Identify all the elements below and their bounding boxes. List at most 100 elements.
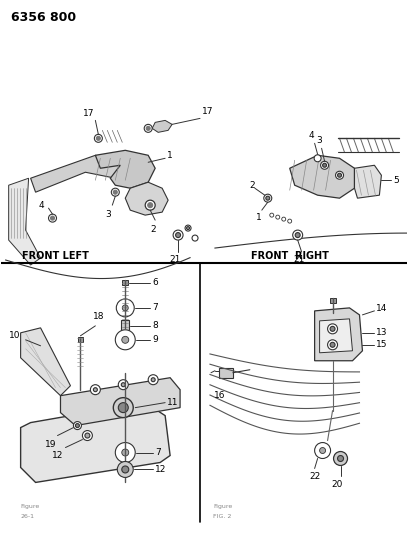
Text: 19: 19 — [45, 440, 56, 449]
FancyBboxPatch shape — [121, 320, 129, 332]
Text: 17: 17 — [83, 109, 94, 118]
Text: 26-1: 26-1 — [21, 514, 35, 519]
Circle shape — [75, 424, 80, 427]
Circle shape — [151, 378, 155, 382]
FancyBboxPatch shape — [122, 280, 128, 286]
Circle shape — [146, 126, 150, 131]
Text: 4: 4 — [309, 131, 315, 140]
Text: 6356 800: 6356 800 — [11, 11, 76, 23]
Text: 11: 11 — [167, 398, 179, 407]
Text: 7: 7 — [152, 303, 158, 312]
Text: 16: 16 — [214, 391, 226, 400]
Text: 15: 15 — [377, 340, 388, 349]
Circle shape — [111, 188, 119, 196]
Circle shape — [94, 134, 102, 142]
Text: 12: 12 — [155, 465, 166, 474]
Text: 20: 20 — [332, 480, 343, 489]
Circle shape — [73, 422, 82, 430]
Circle shape — [330, 326, 335, 332]
Circle shape — [328, 340, 337, 350]
Text: 1: 1 — [167, 151, 173, 160]
Circle shape — [270, 213, 274, 217]
Circle shape — [192, 235, 198, 241]
Circle shape — [148, 375, 158, 385]
FancyBboxPatch shape — [78, 337, 83, 342]
Text: 21: 21 — [169, 255, 181, 264]
Circle shape — [288, 219, 292, 223]
Circle shape — [330, 342, 335, 348]
Text: 5: 5 — [393, 176, 399, 185]
Text: 17: 17 — [202, 107, 213, 116]
FancyBboxPatch shape — [330, 298, 335, 303]
Text: 22: 22 — [309, 472, 320, 481]
Circle shape — [314, 155, 321, 162]
Circle shape — [117, 462, 133, 478]
Circle shape — [49, 214, 56, 222]
Circle shape — [116, 299, 134, 317]
Circle shape — [186, 227, 190, 230]
Circle shape — [315, 442, 330, 458]
Text: 1: 1 — [256, 213, 262, 222]
Text: 12: 12 — [52, 450, 63, 459]
Text: 21: 21 — [293, 255, 304, 264]
Circle shape — [96, 136, 100, 140]
Circle shape — [145, 200, 155, 210]
Circle shape — [93, 387, 98, 392]
Circle shape — [122, 466, 129, 473]
Circle shape — [293, 230, 303, 240]
Circle shape — [115, 442, 135, 463]
Text: 8: 8 — [152, 321, 158, 330]
Text: 3: 3 — [317, 136, 322, 146]
Text: 18: 18 — [93, 312, 105, 321]
Circle shape — [328, 324, 337, 334]
Circle shape — [337, 456, 344, 462]
Text: 2: 2 — [151, 225, 156, 234]
Text: 13: 13 — [377, 328, 388, 337]
Text: 2: 2 — [249, 181, 255, 190]
Circle shape — [295, 232, 300, 238]
Circle shape — [148, 203, 153, 208]
Polygon shape — [95, 150, 155, 188]
Circle shape — [113, 190, 117, 194]
Polygon shape — [355, 165, 381, 198]
Circle shape — [144, 124, 152, 132]
Polygon shape — [319, 319, 353, 353]
Circle shape — [335, 171, 344, 179]
Polygon shape — [21, 328, 71, 395]
Polygon shape — [60, 378, 180, 425]
Text: 10: 10 — [9, 332, 21, 340]
Circle shape — [173, 230, 183, 240]
Circle shape — [118, 379, 128, 390]
Polygon shape — [9, 178, 40, 265]
Circle shape — [282, 217, 286, 221]
Circle shape — [113, 398, 133, 417]
FancyBboxPatch shape — [219, 368, 233, 378]
Circle shape — [51, 216, 55, 220]
Circle shape — [91, 385, 100, 394]
Circle shape — [264, 194, 272, 202]
Circle shape — [337, 173, 341, 177]
Circle shape — [122, 336, 129, 343]
Text: 6: 6 — [152, 278, 158, 287]
Circle shape — [115, 330, 135, 350]
Text: FIG. 2: FIG. 2 — [213, 514, 231, 519]
Text: 7: 7 — [155, 448, 161, 457]
Text: 4: 4 — [39, 200, 44, 209]
Circle shape — [319, 448, 326, 454]
Text: 9: 9 — [152, 335, 158, 344]
Text: FRONT LEFT: FRONT LEFT — [22, 251, 89, 261]
Circle shape — [121, 383, 125, 386]
Polygon shape — [21, 402, 170, 482]
Text: Figure: Figure — [213, 504, 232, 510]
Text: FRONT  RIGHT: FRONT RIGHT — [251, 251, 329, 261]
Circle shape — [276, 215, 280, 219]
Circle shape — [266, 196, 270, 200]
Circle shape — [175, 232, 181, 238]
Text: 14: 14 — [377, 304, 388, 313]
Circle shape — [122, 449, 129, 456]
Circle shape — [185, 225, 191, 231]
Polygon shape — [125, 182, 168, 215]
Polygon shape — [31, 155, 130, 192]
Circle shape — [85, 433, 90, 438]
Circle shape — [82, 431, 92, 441]
